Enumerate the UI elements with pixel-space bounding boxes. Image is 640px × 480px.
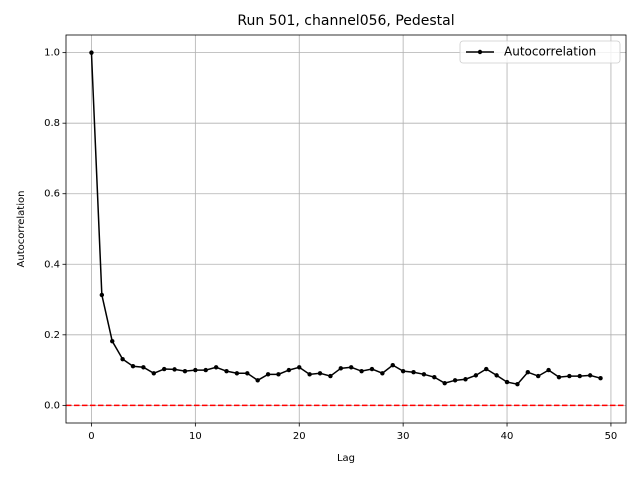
data-point: [442, 380, 447, 386]
data-point: [213, 365, 219, 370]
data-point: [598, 376, 603, 381]
data-point: [473, 373, 479, 378]
axes-frame: [65, 34, 627, 424]
data-point: [577, 373, 582, 379]
data-point: [193, 367, 198, 373]
data-point: [89, 50, 94, 55]
data-point: [359, 368, 364, 374]
data-point: [525, 370, 531, 375]
data-point: [286, 367, 292, 373]
data-point: [317, 371, 323, 376]
data-point: [161, 366, 167, 372]
data-point: [110, 338, 115, 344]
legend-marker: [477, 49, 483, 55]
y-axis-label: Autocorrelation: [16, 191, 27, 268]
data-point: [276, 372, 281, 377]
data-point: [234, 371, 240, 376]
data-point: [224, 368, 229, 374]
x-tick-label: 40: [501, 431, 514, 442]
data-point: [432, 374, 437, 380]
data-point: [99, 292, 105, 298]
data-point: [328, 373, 333, 379]
y-tick-label: 0.4: [44, 259, 60, 270]
data-point: [546, 367, 551, 373]
y-tick-label: 0.8: [44, 118, 60, 129]
data-point: [421, 372, 427, 377]
data-point: [369, 366, 375, 372]
y-tick-label: 0.2: [44, 330, 60, 341]
legend-label: Autocorrelation: [504, 45, 596, 59]
data-point: [245, 371, 250, 376]
data-point: [255, 378, 260, 383]
data-point: [452, 378, 458, 383]
data-point: [380, 371, 385, 376]
data-point: [151, 371, 156, 376]
data-point: [265, 372, 271, 377]
data-point: [494, 373, 499, 378]
data-point: [307, 372, 312, 377]
x-tick-label: 0: [88, 431, 94, 442]
data-point: [182, 368, 188, 374]
data-point: [120, 356, 125, 362]
data-point: [587, 373, 593, 378]
data-point: [390, 362, 395, 368]
data-point: [130, 364, 136, 369]
data-point: [338, 366, 344, 371]
data-point: [463, 377, 468, 382]
legend-box: [459, 40, 621, 64]
x-tick-label: 10: [189, 431, 202, 442]
y-tick-label: 0.0: [44, 400, 60, 411]
data-point: [504, 379, 510, 385]
data-point: [536, 373, 541, 379]
x-tick-label: 20: [293, 431, 306, 442]
data-point: [203, 367, 208, 373]
chart-title: Run 501, channel056, Pedestal: [237, 13, 454, 29]
y-tick-label: 1.0: [44, 48, 60, 59]
data-point: [141, 365, 146, 370]
x-axis-label: Lag: [337, 453, 355, 464]
x-tick-label: 50: [605, 431, 618, 442]
data-point: [411, 370, 416, 375]
data-point: [348, 365, 354, 370]
x-tick-label: 30: [397, 431, 410, 442]
data-point: [172, 367, 177, 372]
data-point: [400, 368, 406, 374]
data-point: [297, 365, 302, 370]
data-point: [484, 366, 489, 372]
data-point: [567, 373, 572, 379]
y-tick-label: 0.6: [44, 189, 60, 200]
data-point: [515, 382, 520, 387]
data-point: [556, 374, 562, 380]
